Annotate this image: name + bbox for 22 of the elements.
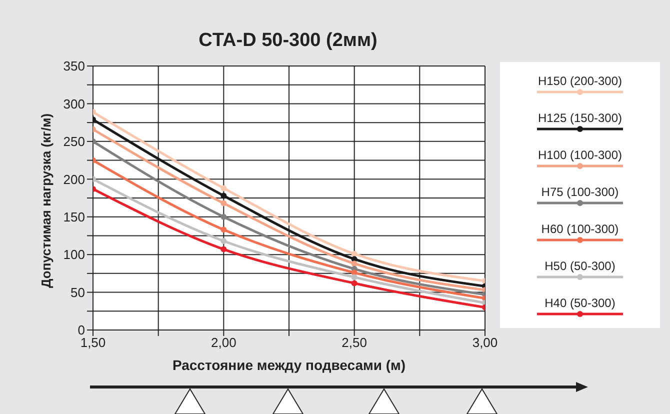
chart-title: CTA-D 50-300 (2мм) [198,30,378,52]
x-axis-title: Расстояние между подвесами (м) [172,357,406,373]
x-tick-label: 2,00 [211,335,236,350]
x-tick-label: 2,50 [342,335,367,350]
y-tick-label: 350 [63,58,85,74]
x-tick-label: 3,00 [472,335,498,350]
x-tick-label: 1,50 [80,335,106,350]
y-tick-label: 150 [63,209,85,224]
y-tick-label: 300 [63,96,85,112]
y-tick-label: 0 [78,322,85,338]
text: H125 (150-300) [538,111,622,125]
y-tick-label: 200 [63,172,85,187]
text: H50 (50-300) [544,259,616,273]
text: H60 (100-300) [541,222,619,236]
text: H100 (100-300) [538,148,622,162]
text: H150 (200-300) [538,74,622,88]
y-tick-label: 250 [63,134,85,150]
y-axis-title: Допустимая нагрузка (кг/м) [38,113,54,288]
text: H75 (100-300) [541,185,619,199]
y-tick-label: 100 [63,247,85,262]
text: H40 (50-300) [544,296,616,310]
y-tick-label: 50 [70,284,85,300]
